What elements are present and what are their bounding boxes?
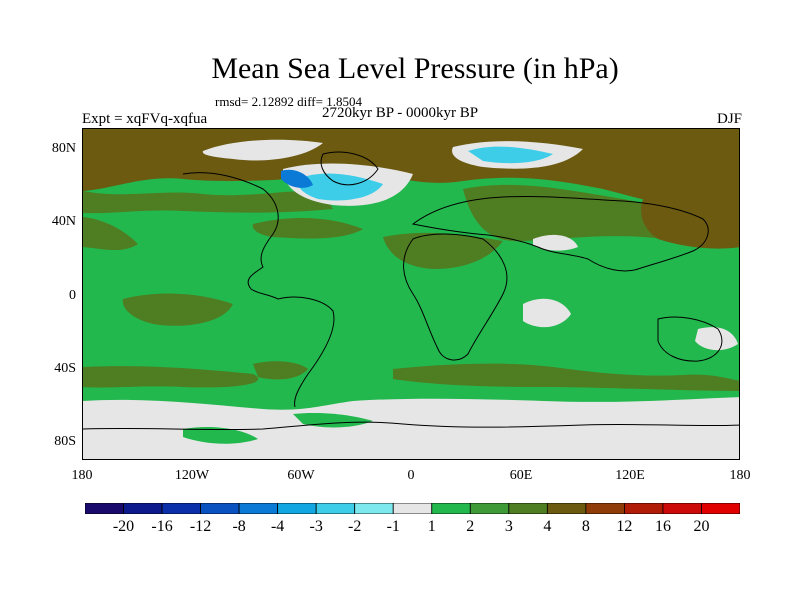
lon-label-120w: 120W: [174, 468, 210, 483]
colorbar-label: 12: [616, 518, 633, 535]
coast-antarctica: [83, 421, 739, 431]
colorbar-label: 16: [654, 518, 671, 535]
lat-label-0: 0: [69, 288, 76, 303]
field-pacific-olive: [83, 217, 138, 251]
lon-label-60w: 60W: [287, 468, 315, 483]
experiment-label: Expt = xqFVq-xqfua: [82, 111, 208, 127]
lon-label-60e: 60E: [509, 468, 533, 483]
field-southern-band-olive: [83, 366, 259, 388]
colorbar-box: [354, 503, 394, 514]
lon-label-180w: 180: [71, 468, 93, 483]
colorbar-label: -16: [151, 518, 173, 535]
lon-label-120e: 120E: [615, 468, 645, 483]
colorbar-box: [277, 503, 317, 514]
field-southern-band-olive-mid: [253, 361, 308, 380]
colorbar-label: -1: [386, 518, 400, 535]
colorbar-label: 8: [581, 518, 590, 535]
coast-north-america: [182, 172, 279, 300]
field-africa-olive: [383, 232, 503, 269]
lat-label-40n: 40N: [51, 214, 76, 229]
colorbar-box: [546, 503, 587, 514]
colorbar-label: -8: [232, 518, 246, 535]
field-east-asia-brown: [641, 195, 739, 249]
colorbar: [85, 503, 740, 514]
lon-label-0: 0: [407, 468, 415, 483]
colorbar-label: 20: [693, 518, 710, 535]
field-arabian-grey: [533, 234, 578, 251]
colorbar-label: 1: [427, 518, 436, 535]
colorbar-box: [315, 503, 356, 514]
season-label: DJF: [716, 111, 742, 127]
period-label: 2720kyr BP - 0000kyr BP: [322, 105, 479, 121]
coastlines: [83, 151, 739, 431]
colorbar-box: [431, 503, 471, 514]
coast-africa: [403, 233, 508, 361]
field-indian-ocean-grey: [523, 298, 571, 328]
field-arctic-grey-north: [202, 139, 323, 161]
field-atlantic-olive: [252, 217, 363, 239]
colorbar-box: [469, 503, 510, 514]
coast-south-america: [277, 296, 335, 408]
colorbar-box: [624, 503, 664, 514]
rmsd-diff-label: rmsd= 2.12892 diff= 1.8504: [215, 94, 362, 109]
colorbar-box: [238, 503, 279, 514]
colorbar-label: 2: [466, 518, 475, 535]
colorbar-box: [662, 503, 702, 514]
field-greenland-blue: [281, 169, 313, 188]
field-australia-grey: [695, 327, 738, 351]
map-title: Mean Sea Level Pressure (in hPa): [211, 52, 619, 85]
colorbar-box: [161, 503, 201, 514]
field-antarctic-grey: [83, 397, 739, 459]
field-south-pacific-olive: [122, 293, 233, 326]
coast-australia: [657, 316, 723, 362]
colorbar-box: [508, 503, 548, 514]
field-southern-band-olive-east: [393, 363, 739, 391]
colorbar-box: [85, 503, 124, 514]
colorbar-label: 3: [504, 518, 513, 535]
colorbar-label: 4: [543, 518, 552, 535]
map-panel: [82, 128, 740, 460]
lon-label-180e: 180: [729, 468, 751, 483]
colorbar-box: [123, 503, 163, 514]
pressure-map: [83, 129, 739, 459]
colorbar-label: -3: [309, 518, 323, 535]
colorbar-box: [585, 503, 625, 514]
coast-greenland: [320, 151, 379, 186]
colorbar-label: -20: [112, 518, 135, 535]
field-antarctic-green-patch: [183, 427, 258, 444]
field-arctic-cyan-east: [468, 146, 553, 164]
colorbar-box: [701, 503, 740, 514]
lat-label-80n: 80N: [51, 141, 76, 156]
colorbar-box: [392, 503, 433, 514]
lat-label-80s: 80S: [54, 434, 76, 449]
field-antarctic-green-patch-2: [293, 412, 373, 428]
coast-eurasia: [411, 195, 709, 272]
colorbar-label: -12: [189, 518, 212, 535]
colorbar-label: -4: [270, 518, 285, 535]
colorbar-label: -2: [348, 518, 362, 535]
lat-label-40s: 40S: [54, 361, 76, 376]
field-greenland-cyan: [297, 173, 383, 201]
colorbar-box: [200, 503, 240, 514]
